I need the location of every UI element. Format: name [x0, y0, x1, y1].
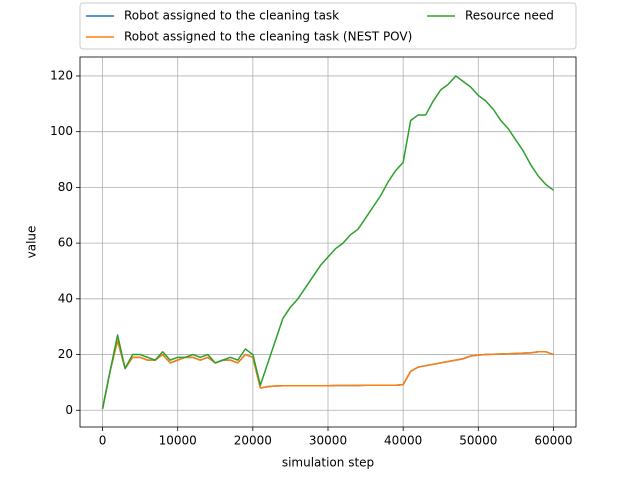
y-tick-label: 80 [58, 180, 73, 194]
x-tick-label: 0 [99, 434, 107, 448]
legend-label: Robot assigned to the cleaning task [124, 9, 339, 23]
legend-label: Robot assigned to the cleaning task (NES… [124, 30, 412, 44]
x-tick-label: 30000 [309, 434, 347, 448]
y-tick-label: 60 [58, 236, 73, 250]
y-axis-label: value [25, 226, 39, 259]
y-tick-label: 20 [58, 347, 73, 361]
x-tick-label: 20000 [234, 434, 272, 448]
x-tick-label: 40000 [384, 434, 422, 448]
y-tick-label: 0 [65, 403, 73, 417]
legend-label: Resource need [465, 9, 554, 23]
y-tick-label: 100 [50, 124, 73, 138]
legend-box [79, 2, 577, 50]
series-line [101, 339, 554, 410]
plot-frame [79, 56, 577, 428]
series-line [101, 75, 554, 410]
y-tick-label: 40 [58, 291, 73, 305]
x-tick-label: 50000 [459, 434, 497, 448]
x-tick-label: 10000 [159, 434, 197, 448]
x-axis-label: simulation step [282, 456, 374, 470]
y-tick-label: 120 [50, 68, 73, 82]
x-tick-label: 60000 [534, 434, 572, 448]
